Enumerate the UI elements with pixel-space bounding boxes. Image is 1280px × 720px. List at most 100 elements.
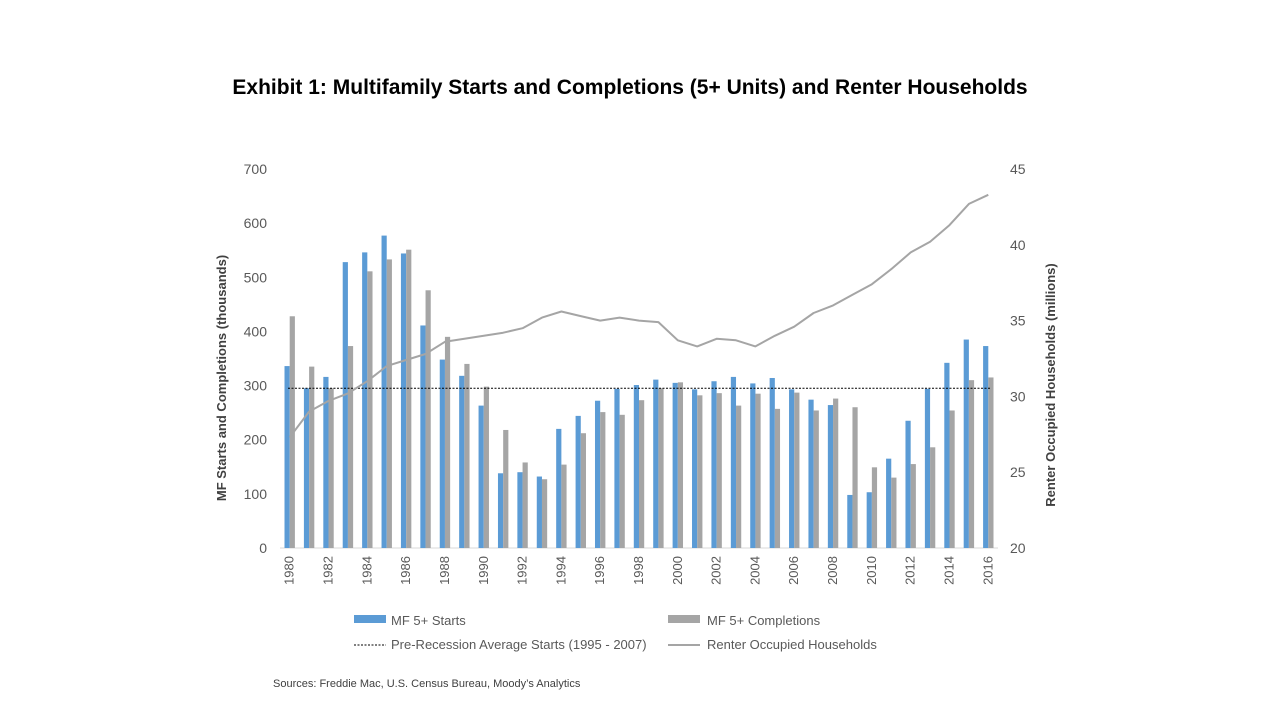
bar-starts [769,377,775,548]
bar-completions [347,346,354,548]
bar-starts [439,359,445,548]
y-tick-right-label: 20 [1010,540,1026,556]
legend-label-average: Pre-Recession Average Starts (1995 - 200… [391,637,647,652]
x-tick-label: 2010 [864,556,879,585]
bar-starts [323,376,329,548]
bar-starts [633,385,639,548]
bar-completions [755,393,761,548]
bar-completions [289,316,295,548]
bar-starts [362,252,368,548]
bar-starts [400,253,407,548]
bar-completions [833,398,839,548]
bar-completions [677,382,684,548]
bar-starts [575,415,581,548]
bar-completions [503,429,509,548]
bar-completions [871,467,878,548]
x-tick-label: 1980 [282,556,297,585]
bar-completions [736,405,742,548]
y-tick-left-label: 200 [244,432,268,448]
y-tick-left-label: 500 [244,269,268,285]
bar-completions [425,290,431,548]
bar-completions [774,408,781,548]
y-axis-right-title: Renter Occupied Households (millions) [1043,263,1058,506]
bar-starts [614,388,620,548]
bar-starts [342,262,348,548]
bar-completions [483,386,489,548]
y-tick-left-label: 300 [244,378,268,394]
bar-starts [944,362,950,548]
bar-completions [639,400,645,548]
bar-completions [619,414,625,548]
bar-starts [789,389,795,548]
bar-starts [905,420,911,548]
y-tick-right-label: 35 [1010,313,1026,329]
bar-completions [794,392,800,548]
bar-completions [930,447,936,548]
bar-starts [284,366,290,548]
bar-completions [328,388,334,548]
bar-completions [580,433,586,548]
bar-completions [541,479,548,548]
bars-group [284,235,994,549]
legend: MF 5+ Starts MF 5+ Completions Pre-Reces… [354,613,877,652]
bar-starts [459,375,465,548]
bar-completions [386,259,392,548]
x-tick-label: 2014 [942,556,957,585]
legend-label-renter: Renter Occupied Households [707,637,877,652]
bar-starts [847,494,853,548]
y-tick-left-label: 600 [244,215,268,231]
bar-completions [464,363,470,548]
bar-starts [827,405,834,548]
y-tick-right-label: 45 [1010,161,1026,177]
bar-starts [303,388,310,548]
x-axis: 1980 1982 1984 1986 1988 1990 1992 1994 1996 1998… [282,556,996,585]
source-note: Sources: Freddie Mac, U.S. Census Bureau… [273,678,581,690]
bar-starts [983,346,989,548]
bar-completions [716,393,722,548]
y-tick-left-label: 400 [244,323,268,339]
x-tick-label: 1996 [592,556,607,585]
y-axis-left: 0 100 200 300 400 500 600 700 [244,161,268,556]
x-tick-label: 2012 [903,556,918,585]
bar-starts [924,388,931,548]
bar-starts [963,339,969,548]
y-tick-right-label: 30 [1010,388,1026,404]
bar-completions [852,407,858,548]
bar-completions [988,377,994,548]
x-tick-label: 2006 [786,556,801,585]
bar-completions [522,462,528,548]
legend-label-starts: MF 5+ Starts [391,613,466,628]
bar-starts [381,235,387,549]
bar-completions [406,249,412,548]
bar-completions [309,366,315,548]
y-tick-left-label: 0 [259,540,267,556]
bar-starts [594,400,601,548]
bar-starts [808,399,814,548]
y-axis-right: 20 25 30 35 40 45 [1010,161,1026,556]
bar-starts [517,472,523,548]
bar-completions [949,410,955,548]
x-tick-label: 1990 [476,556,491,585]
bar-completions [910,464,916,548]
bar-completions [697,395,703,548]
chart-title: Exhibit 1: Multifamily Starts and Comple… [232,76,1028,99]
x-tick-label: 1994 [553,556,568,585]
x-tick-label: 1982 [321,556,336,585]
legend-swatch-completions [668,615,700,623]
bar-starts [672,382,678,548]
x-tick-label: 2008 [825,556,840,585]
bar-starts [711,381,717,548]
bar-completions [444,336,451,548]
bar-completions [367,271,373,548]
y-tick-left-label: 100 [244,486,268,502]
x-tick-label: 2000 [670,556,685,585]
bar-starts [497,473,504,548]
x-tick-label: 1992 [515,556,530,585]
bar-starts [536,476,542,548]
y-axis-left-title: MF Starts and Completions (thousands) [214,255,229,501]
x-tick-label: 1998 [631,556,646,585]
y-tick-left-label: 700 [244,161,268,177]
bar-completions [813,410,819,548]
y-tick-right-label: 25 [1010,464,1026,480]
